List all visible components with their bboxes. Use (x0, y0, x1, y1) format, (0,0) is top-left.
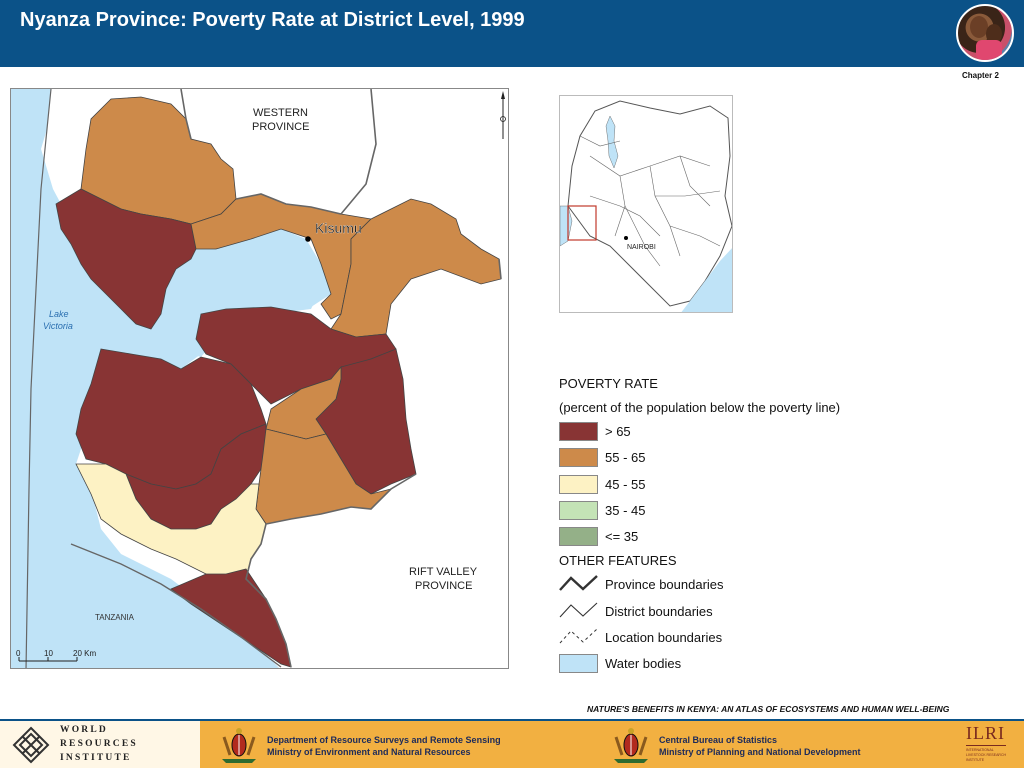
tanzania-label: TANZANIA (95, 613, 135, 622)
atlas-note: NATURE'S BENEFITS IN KENYA: AN ATLAS OF … (587, 704, 950, 714)
legend-subtitle: (percent of the population below the pov… (559, 400, 841, 415)
legend-swatch-class-3 (559, 474, 598, 494)
wri-knot-icon (12, 726, 50, 764)
dept2-line2: Ministry of Planning and National Develo… (659, 747, 861, 757)
legend-label-district: District boundaries (605, 603, 713, 619)
legend-swatch-class-4 (559, 500, 598, 520)
nairobi-marker (624, 236, 628, 240)
lake-label-1: Lake (49, 309, 69, 319)
wri-logo: WORLD RESOURCES INSTITUTE (0, 721, 200, 768)
wri-text-1: WORLD (60, 725, 108, 735)
inset-province-lines (579, 135, 721, 267)
legend-swatch-class-2 (559, 448, 598, 468)
ilri-divider (966, 745, 1006, 746)
dept2-line1: Central Bureau of Statistics (659, 735, 778, 745)
map-svg: Kisumu WESTERN PROVINCE RIFT VALLEY PROV… (11, 89, 506, 668)
province-boundary-rift (245, 258, 502, 668)
header-bar: Nyanza Province: Poverty Rate at Distric… (0, 0, 1024, 67)
child-face-1 (970, 16, 988, 38)
wri-text-2: RESOURCES (60, 739, 138, 749)
rift-valley-label-1: RIFT VALLEY (409, 566, 478, 578)
kenya-coat-of-arms-icon-2 (614, 728, 648, 763)
district-migori (75, 463, 267, 600)
legend-row-province: Province boundaries (559, 571, 889, 597)
kisumu-label: Kisumu (315, 220, 362, 236)
indian-ocean (681, 248, 732, 312)
ilri-text: ILRI (966, 723, 1005, 743)
children-photo (956, 4, 1014, 62)
ilri-small-1: INTERNATIONAL (966, 748, 994, 752)
ilri-small-2: LIVESTOCK RESEARCH (966, 753, 1007, 757)
kenya-inset-map: NAIROBI (559, 95, 733, 313)
nyanza-map: Kisumu WESTERN PROVINCE RIFT VALLEY PROV… (10, 88, 509, 669)
water-swatch (559, 654, 598, 674)
legend-row-class-3: 45 - 55 (559, 471, 889, 497)
scale-bar (18, 657, 78, 662)
district-gucha (265, 365, 342, 440)
nairobi-label: NAIROBI (627, 244, 656, 251)
legend-label-class-4: 35 - 45 (605, 502, 646, 518)
kenya-coat-of-arms-icon (222, 728, 256, 763)
legend-label-water: Water bodies (605, 656, 682, 672)
dept1-line2: Ministry of Environment and Natural Reso… (267, 747, 471, 757)
inset-lake-victoria (560, 205, 573, 247)
legend-label-class-2: 55 - 65 (605, 450, 646, 466)
legend-swatch-class-5 (559, 527, 598, 547)
legend-row-class-2: 55 - 65 (559, 444, 889, 470)
dept1-line1: Department of Resource Surveys and Remot… (267, 735, 501, 745)
inset-svg: NAIROBI (560, 100, 732, 312)
footer-bar: WORLD RESOURCES INSTITUTE Department of … (0, 719, 1024, 768)
child-clothing (976, 40, 1002, 60)
rift-valley-label-2: PROVINCE (415, 580, 472, 592)
district-boundary-icon (559, 602, 598, 618)
map-legend: POVERTY RATE (percent of the population … (559, 376, 889, 677)
western-province-label-2: PROVINCE (252, 121, 309, 133)
international-boundary (70, 543, 282, 668)
child-face-2 (986, 24, 1002, 44)
legend-row-class-5: <= 35 (559, 523, 889, 549)
kisumu-city-marker (305, 236, 311, 242)
legend-row-class-4: 35 - 45 (559, 497, 889, 523)
scale-tick-10: 10 (44, 649, 53, 658)
page-title: Nyanza Province: Poverty Rate at Distric… (20, 9, 525, 31)
lake-turkana (605, 115, 619, 169)
wri-text-3: INSTITUTE (60, 753, 132, 763)
western-province-label-1: WESTERN (253, 107, 308, 119)
legend-label-class-5: <= 35 (605, 529, 639, 545)
legend-row-district: District boundaries (559, 598, 889, 624)
ilri-logo: ILRI INTERNATIONAL LIVESTOCK RESEARCH IN… (962, 723, 1018, 767)
province-boundary-western (180, 89, 377, 215)
legend-label-class-1: > 65 (605, 424, 631, 439)
lake-label-2: Victoria (43, 321, 73, 331)
lake-boundary-line (25, 89, 52, 668)
north-arrow-icon (500, 91, 506, 139)
legend-title: POVERTY RATE (559, 376, 658, 391)
legend-row-water: Water bodies (559, 650, 889, 676)
nyanza-highlight-box (567, 205, 597, 241)
chapter-label: Chapter 2 (962, 71, 999, 80)
legend-label-class-3: 45 - 55 (605, 476, 646, 492)
district-east (330, 198, 502, 338)
scale-tick-20: 20 Km (73, 649, 96, 658)
other-features-title: OTHER FEATURES (559, 553, 677, 569)
scale-tick-0: 0 (16, 649, 21, 658)
ilri-small-3: INSTITUTE (966, 758, 985, 762)
legend-row-location: Location boundaries (559, 624, 889, 650)
legend-label-location: Location boundaries (605, 630, 723, 646)
legend-swatch-class-1 (559, 422, 598, 441)
legend-row-class-1: > 65 (559, 418, 889, 444)
legend-label-province: Province boundaries (605, 577, 724, 593)
district-northwest (55, 188, 197, 330)
location-boundary-icon (559, 628, 598, 644)
province-boundary-icon (559, 575, 598, 592)
